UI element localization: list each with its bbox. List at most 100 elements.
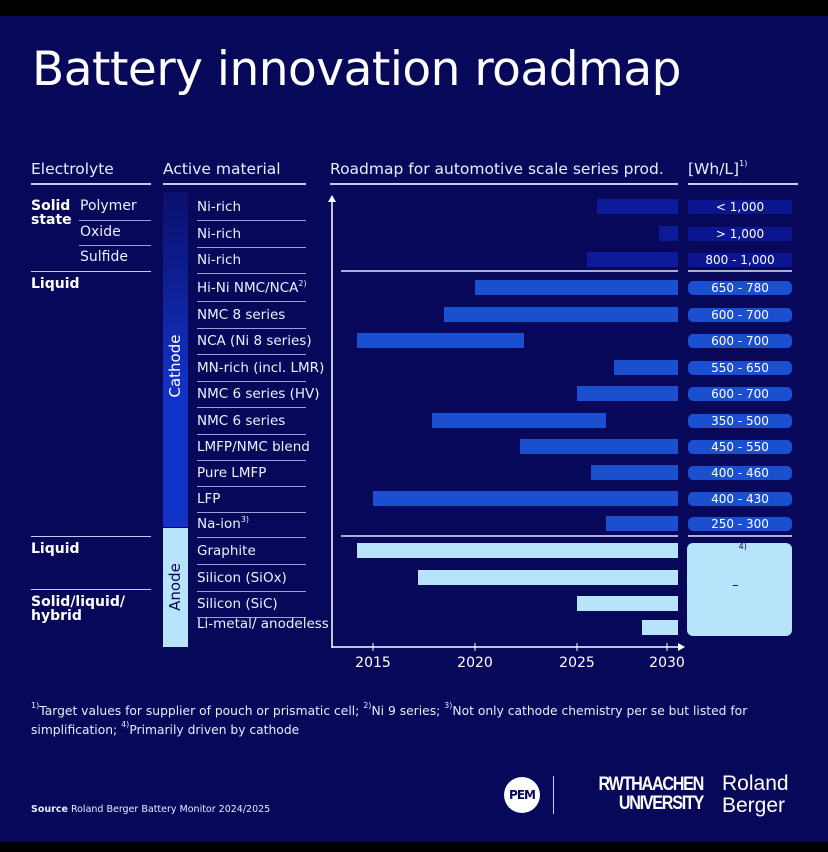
header-unit: [Wh/L]1) [688, 159, 748, 179]
electrolyte-liquid-cathode: Liquid [31, 276, 80, 292]
material-name: Silicon (SiOx) [197, 570, 287, 586]
x-axis-arrow-icon [678, 643, 685, 651]
electrolyte-solid-state: Solid state [31, 198, 72, 228]
material-label: NMC 6 series (HV) [197, 386, 320, 402]
page-title: Battery innovation roadmap [32, 42, 681, 97]
row-divider [197, 354, 306, 355]
material-label: NMC 6 series [197, 413, 285, 429]
x-tick-label: 2025 [559, 655, 595, 671]
divider [31, 589, 151, 590]
footnotes: 1)Target values for supplier of pouch or… [31, 701, 748, 738]
material-name: Hi-Ni NMC/NCA [197, 280, 299, 296]
y-axis-arrow-icon [328, 195, 336, 202]
material-label: Ni-rich [197, 252, 241, 268]
roadmap-bar [417, 570, 678, 585]
roland-berger-logo: Roland Berger [722, 772, 789, 817]
roadmap-bar [577, 386, 678, 401]
material-label: Na-ion3) [197, 515, 250, 533]
material-name: LFP [197, 491, 221, 507]
roadmap-bar [432, 413, 606, 428]
source-line: Source Roland Berger Battery Monitor 202… [31, 804, 271, 815]
material-label: Pure LMFP [197, 465, 266, 481]
wh-value: 400 - 430 [688, 492, 792, 506]
divider [79, 220, 151, 221]
material-label: Hi-Ni NMC/NCA2) [197, 279, 307, 297]
roadmap-bar [519, 439, 678, 454]
wh-value: 650 - 780 [688, 281, 792, 295]
roadmap-bar [356, 543, 678, 558]
row-divider [197, 591, 306, 592]
wh-value: 600 - 700 [688, 308, 792, 322]
electrolyte-hybrid: Solid/liquid/ hybrid [31, 594, 125, 624]
row-divider [197, 407, 306, 408]
row-divider [197, 247, 306, 248]
row-divider [197, 434, 306, 435]
material-label: NMC 8 series [197, 307, 285, 323]
row-divider [197, 381, 306, 382]
material-label: LMFP/NMC blend [197, 439, 310, 455]
material-name: Ni-rich [197, 226, 242, 242]
material-label: Li-metal/ anodeless [197, 617, 329, 632]
panel [0, 16, 828, 842]
header-divider [31, 183, 151, 185]
material-label: Ni-rich [197, 199, 241, 215]
roadmap-bar [613, 360, 678, 375]
wh-value: 400 - 460 [688, 466, 792, 480]
anode-strip: Anode [163, 528, 188, 647]
roadmap-bar [605, 516, 678, 531]
header-active-material: Active material [163, 160, 281, 178]
material-label: Graphite [197, 543, 256, 559]
material-name: Silicon (SiC) [197, 596, 278, 612]
wh-value: 600 - 700 [688, 334, 792, 348]
row-divider [197, 617, 306, 618]
cathode-strip: Cathode [163, 192, 188, 527]
roadmap-bar [587, 252, 678, 267]
header-divider [330, 183, 678, 185]
footnote-ref: 3) [240, 515, 250, 524]
roadmap-bar [658, 226, 678, 241]
wh-value: 250 - 300 [688, 517, 792, 531]
rwth-logo: RWTHAACHEN UNIVERSITY [598, 774, 705, 814]
electrolyte-polymer: Polymer [80, 198, 137, 214]
wh-value: < 1,000 [688, 200, 792, 214]
divider [79, 245, 151, 246]
material-label: Ni-rich [197, 226, 241, 242]
material-name: Ni-rich [197, 252, 242, 268]
electrolyte-sulfide: Sulfide [80, 249, 128, 265]
material-name: Graphite [197, 543, 256, 559]
header-divider [163, 183, 306, 185]
material-name: Pure LMFP [197, 465, 267, 481]
roadmap-bar [444, 307, 678, 322]
wh-value: 550 - 650 [688, 361, 792, 375]
wh-value: > 1,000 [688, 227, 792, 241]
material-name: Na-ion [197, 516, 241, 532]
anode-wh-box: –4) [687, 543, 792, 636]
roadmap-bar [642, 620, 678, 635]
material-label: Silicon (SiOx) [197, 570, 287, 586]
row-divider [197, 220, 306, 221]
roadmap-bar [591, 465, 678, 480]
row-divider [197, 486, 306, 487]
wh-value: 600 - 700 [688, 387, 792, 401]
row-divider [197, 460, 306, 461]
material-name: Li-metal/ anodeless [197, 616, 329, 632]
roadmap-bar [356, 333, 524, 348]
wh-value: 350 - 500 [688, 414, 792, 428]
material-name: LMFP/NMC blend [197, 439, 310, 455]
material-label: MN-rich (incl. LMR) [197, 360, 324, 376]
material-name: MN-rich (incl. LMR) [197, 360, 325, 376]
x-tick-label: 2015 [355, 655, 391, 671]
roadmap-bar [577, 596, 678, 611]
row-divider [197, 564, 306, 565]
logo-divider [553, 776, 554, 814]
roadmap-bar [373, 491, 678, 506]
wh-value: 450 - 550 [688, 440, 792, 454]
footnote-ref: 2) [298, 279, 307, 288]
material-name: NMC 8 series [197, 307, 286, 323]
row-divider [197, 512, 306, 513]
row-divider [197, 537, 306, 538]
pem-logo: PEM [504, 777, 540, 813]
row-divider [197, 328, 306, 329]
